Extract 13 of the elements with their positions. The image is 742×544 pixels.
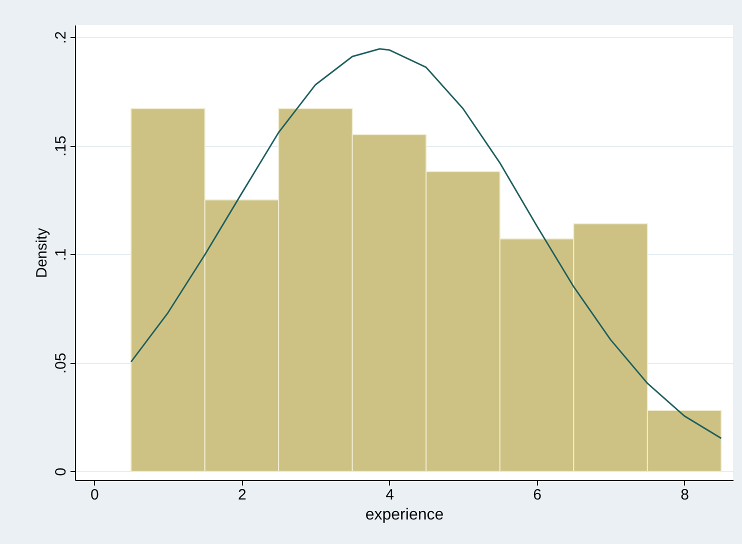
x-tick-label: 6 xyxy=(533,486,542,504)
x-axis-title: experience xyxy=(365,506,444,524)
y-tick-label: .1 xyxy=(52,248,70,261)
y-tick-label: .2 xyxy=(52,31,70,44)
x-tick-label: 4 xyxy=(386,486,394,504)
x-tick-label: 8 xyxy=(680,486,689,504)
y-axis-title: Density xyxy=(34,228,50,278)
y-tick-label: 0 xyxy=(52,468,70,476)
x-tick-label: 0 xyxy=(90,486,99,504)
x-tick-label: 2 xyxy=(238,486,246,504)
line-series xyxy=(130,48,722,440)
y-tick-label: .15 xyxy=(52,136,70,156)
y-tick-label: .05 xyxy=(52,352,70,374)
